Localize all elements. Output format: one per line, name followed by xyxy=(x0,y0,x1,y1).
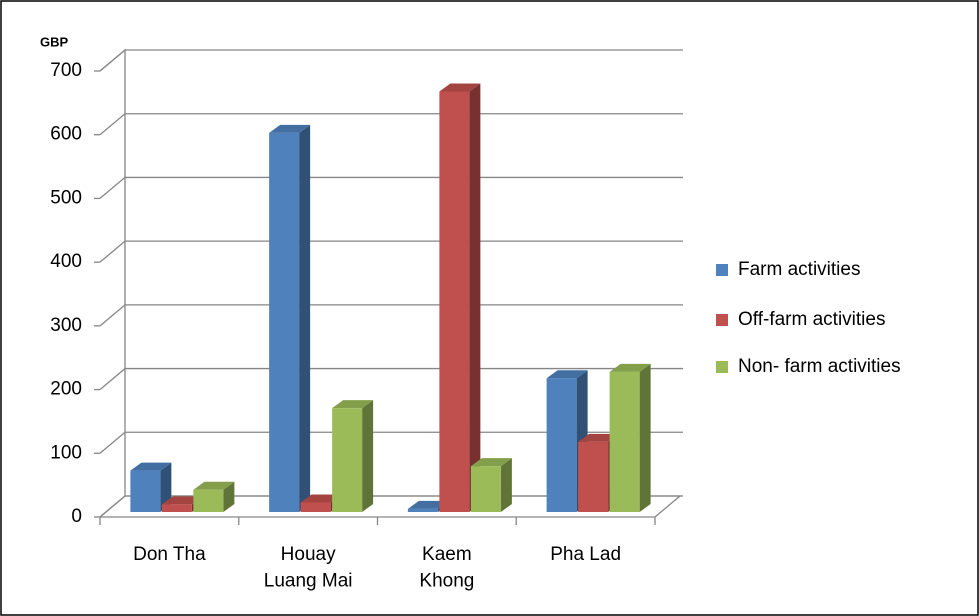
y-tick-label: 0 xyxy=(71,506,82,527)
legend-label: Off-farm activities xyxy=(738,309,885,330)
x-tick-label: Don Tha xyxy=(133,544,206,565)
bar xyxy=(470,466,501,512)
grid-line xyxy=(99,240,683,263)
bar xyxy=(332,408,363,512)
bar-top xyxy=(609,363,651,372)
legend-swatch xyxy=(716,314,728,326)
bar xyxy=(407,508,438,512)
legend-label: Farm activities xyxy=(738,259,860,280)
legend-swatch xyxy=(716,264,728,276)
y-tick-label: 700 xyxy=(50,60,82,81)
y-tick-label: 500 xyxy=(50,187,82,208)
bar-top xyxy=(161,496,203,505)
bar-side xyxy=(362,400,374,512)
bar-side xyxy=(223,481,235,512)
grid-line xyxy=(99,49,683,72)
grid-line xyxy=(99,113,683,136)
bar-top xyxy=(546,370,588,379)
bar xyxy=(193,489,224,512)
y-tick-label: 600 xyxy=(50,124,82,145)
bar-top xyxy=(269,124,311,133)
grid-line xyxy=(99,367,683,391)
bar-side xyxy=(299,124,311,513)
bar xyxy=(130,470,161,512)
grid-line xyxy=(99,176,683,199)
y-tick-label: 300 xyxy=(50,315,82,336)
bar xyxy=(578,441,609,512)
y-tick-label: 100 xyxy=(50,442,82,463)
bar xyxy=(300,502,331,512)
bar-top xyxy=(470,458,512,467)
y-tick-label: 400 xyxy=(50,251,82,272)
y-axis-label: GBP xyxy=(40,34,69,49)
legend-label: Non- farm activities xyxy=(738,356,901,377)
bar-top xyxy=(300,494,342,503)
y-tick-label: 200 xyxy=(50,379,82,400)
legend-swatch xyxy=(716,361,728,373)
x-tick-label: Kaem Khong xyxy=(419,544,474,592)
bar-top xyxy=(332,400,374,409)
bar-side xyxy=(639,363,651,512)
x-tick-label: Houay Luang Mai xyxy=(264,544,353,592)
bar xyxy=(439,91,470,512)
bar-top xyxy=(439,83,481,92)
bar-top xyxy=(578,433,620,442)
bar xyxy=(269,132,300,512)
bar xyxy=(609,371,640,512)
bar xyxy=(546,378,577,512)
bar-top xyxy=(193,481,235,490)
grid-line xyxy=(99,304,683,327)
bar-side xyxy=(469,83,481,512)
bar-top xyxy=(130,462,172,471)
bar-side xyxy=(500,458,512,512)
bar-top xyxy=(407,500,449,509)
x-tick-label: Pha Lad xyxy=(550,544,621,565)
bar xyxy=(161,504,192,512)
grid-line xyxy=(99,431,683,454)
